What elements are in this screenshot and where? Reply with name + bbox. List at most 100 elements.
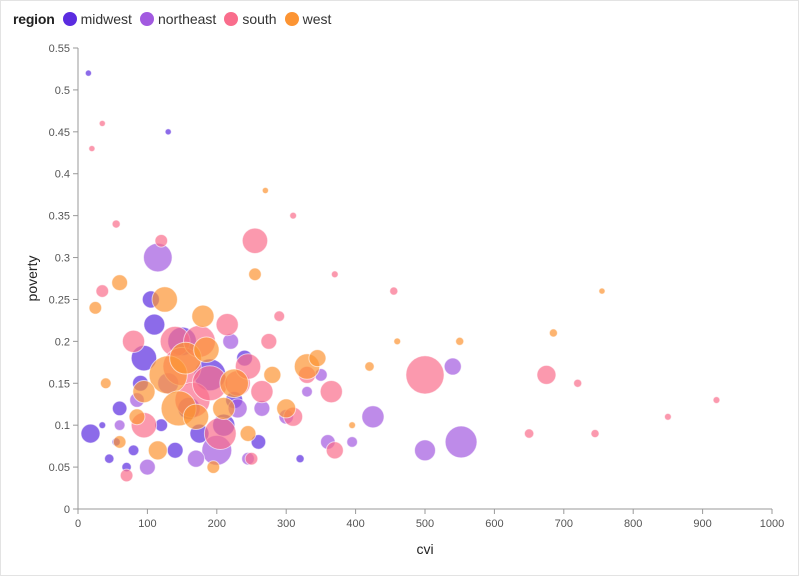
point-west[interactable] bbox=[263, 365, 282, 384]
point-south[interactable] bbox=[250, 380, 274, 404]
y-axis-title: poverty bbox=[24, 256, 40, 302]
point-south[interactable] bbox=[260, 332, 278, 350]
point-midwest[interactable] bbox=[80, 423, 101, 444]
point-south[interactable] bbox=[244, 451, 259, 466]
point-northeast[interactable] bbox=[113, 419, 126, 432]
point-south[interactable] bbox=[203, 417, 237, 450]
y-tick-label: 0.2 bbox=[55, 336, 70, 348]
point-northeast[interactable] bbox=[143, 242, 173, 273]
point-west[interactable] bbox=[598, 287, 606, 295]
point-west[interactable] bbox=[191, 304, 215, 328]
point-northeast[interactable] bbox=[414, 439, 436, 462]
point-midwest[interactable] bbox=[143, 313, 166, 336]
point-south[interactable] bbox=[88, 144, 96, 153]
point-west[interactable] bbox=[147, 440, 168, 461]
point-northeast[interactable] bbox=[444, 425, 478, 459]
point-south[interactable] bbox=[111, 219, 121, 229]
point-northeast[interactable] bbox=[139, 458, 156, 476]
legend-item-south[interactable]: south bbox=[224, 11, 277, 27]
point-west[interactable] bbox=[261, 186, 269, 195]
point-south[interactable] bbox=[325, 441, 344, 460]
legend-swatch-south bbox=[224, 12, 239, 26]
legend-title: region bbox=[13, 11, 55, 27]
point-west[interactable] bbox=[132, 380, 156, 404]
legend-swatch-west bbox=[284, 12, 299, 26]
y-tick-label: 0.3 bbox=[55, 253, 70, 265]
data-points bbox=[80, 69, 721, 483]
y-tick-label: 0.45 bbox=[49, 127, 70, 139]
point-midwest[interactable] bbox=[98, 421, 107, 430]
legend-label-northeast: northeast bbox=[157, 11, 217, 27]
point-south[interactable] bbox=[215, 313, 239, 337]
point-west[interactable] bbox=[151, 286, 178, 313]
point-south[interactable] bbox=[330, 270, 339, 279]
point-south[interactable] bbox=[523, 428, 535, 439]
legend-label-west: west bbox=[302, 11, 332, 27]
point-west[interactable] bbox=[219, 368, 249, 399]
point-south[interactable] bbox=[241, 227, 269, 254]
point-south[interactable] bbox=[712, 396, 721, 404]
point-west[interactable] bbox=[212, 396, 236, 421]
point-west[interactable] bbox=[548, 328, 558, 338]
point-west[interactable] bbox=[206, 460, 221, 474]
point-west[interactable] bbox=[348, 421, 357, 430]
legend: region midwest northeast south west bbox=[13, 9, 339, 29]
point-midwest[interactable] bbox=[84, 69, 93, 77]
point-west[interactable] bbox=[112, 435, 127, 449]
point-south[interactable] bbox=[663, 412, 672, 421]
point-south[interactable] bbox=[536, 364, 557, 385]
point-west[interactable] bbox=[276, 398, 297, 419]
point-south[interactable] bbox=[121, 329, 146, 353]
legend-swatch-northeast bbox=[139, 12, 154, 26]
point-south[interactable] bbox=[590, 429, 600, 439]
point-west[interactable] bbox=[193, 336, 220, 363]
axes: 0 100 200 300 400 500 600 700 800 900 1000 0 0.05 0.1… bbox=[49, 43, 785, 530]
point-midwest[interactable] bbox=[164, 128, 172, 136]
point-northeast[interactable] bbox=[361, 405, 385, 429]
y-tick-label: 0.05 bbox=[49, 462, 70, 474]
point-west[interactable] bbox=[393, 337, 402, 346]
point-midwest[interactable] bbox=[295, 454, 305, 464]
legend-item-midwest[interactable]: midwest bbox=[62, 11, 132, 27]
legend-item-west[interactable]: west bbox=[284, 11, 332, 27]
y-tick-label: 0.4 bbox=[55, 169, 70, 181]
y-tick-label: 0.1 bbox=[55, 420, 70, 432]
point-northeast[interactable] bbox=[301, 385, 313, 398]
point-west[interactable] bbox=[182, 403, 210, 430]
y-tick-label: 0.5 bbox=[55, 85, 70, 97]
point-west[interactable] bbox=[99, 377, 112, 390]
point-south[interactable] bbox=[289, 211, 298, 220]
x-tick-label: 800 bbox=[624, 518, 642, 530]
point-west[interactable] bbox=[308, 349, 327, 368]
point-south[interactable] bbox=[273, 310, 286, 323]
point-south[interactable] bbox=[389, 286, 399, 296]
point-west[interactable] bbox=[128, 408, 146, 426]
point-northeast[interactable] bbox=[186, 449, 206, 468]
x-tick-label: 400 bbox=[346, 518, 364, 530]
point-south[interactable] bbox=[98, 119, 106, 128]
x-tick-label: 300 bbox=[277, 518, 295, 530]
point-south[interactable] bbox=[95, 284, 110, 298]
point-west[interactable] bbox=[455, 336, 465, 346]
point-northeast[interactable] bbox=[346, 436, 358, 448]
point-midwest[interactable] bbox=[104, 453, 115, 464]
point-west[interactable] bbox=[88, 301, 103, 315]
legend-item-northeast[interactable]: northeast bbox=[139, 11, 217, 27]
point-south[interactable] bbox=[119, 468, 134, 483]
point-south[interactable] bbox=[319, 380, 343, 404]
point-midwest[interactable] bbox=[111, 400, 128, 417]
legend-label-midwest: midwest bbox=[80, 11, 132, 27]
point-west[interactable] bbox=[364, 361, 375, 372]
point-midwest[interactable] bbox=[166, 441, 184, 459]
point-west[interactable] bbox=[239, 425, 257, 442]
point-west[interactable] bbox=[248, 267, 262, 282]
point-midwest[interactable] bbox=[127, 444, 140, 457]
point-south[interactable] bbox=[154, 233, 169, 248]
y-tick-label: 0.25 bbox=[49, 294, 70, 306]
point-south[interactable] bbox=[405, 355, 445, 395]
x-tick-label: 700 bbox=[555, 518, 573, 530]
y-tick-label: 0.15 bbox=[49, 378, 70, 390]
point-south[interactable] bbox=[573, 378, 583, 388]
point-west[interactable] bbox=[111, 274, 129, 292]
point-northeast[interactable] bbox=[443, 357, 462, 376]
